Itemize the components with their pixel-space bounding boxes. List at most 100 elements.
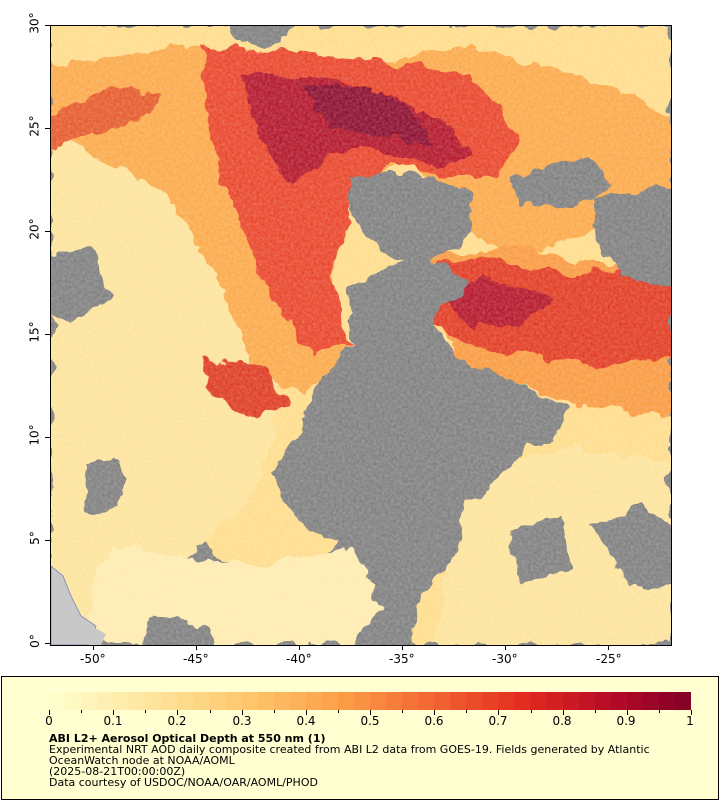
colorbar-tick: [145, 710, 147, 713]
caption-date: (2025-08-21T00:00:00Z): [49, 765, 186, 778]
x-tick-label: -30°: [492, 652, 518, 666]
land-coast-fragment: [89, 626, 106, 645]
colorbar-tick: [337, 710, 339, 713]
texture-overlay: [51, 26, 671, 645]
colorbar-swatch: [546, 692, 563, 710]
colorbar-swatch: [65, 692, 82, 710]
aod-field: [51, 26, 671, 645]
colorbar-tick: [562, 710, 564, 715]
colorbar-swatch: [562, 692, 579, 710]
colorbar-swatch: [530, 692, 547, 710]
colorbar-swatch: [642, 692, 659, 710]
x-tick-label: -40°: [286, 652, 312, 666]
colorbar-swatch: [177, 692, 194, 710]
colorbar-swatch: [257, 692, 274, 710]
colorbar-swatch: [466, 692, 483, 710]
colorbar-swatch: [626, 692, 643, 710]
colorbar-tick: [81, 710, 83, 713]
x-tick: [196, 645, 197, 650]
colorbar-swatch: [97, 692, 114, 710]
colorbar-tick: [466, 710, 468, 713]
colorbar-tick: [241, 710, 243, 715]
colorbar-tick: [209, 710, 211, 713]
colorbar-swatch: [385, 692, 403, 710]
y-tick-label: 10°: [27, 424, 42, 446]
colorbar-swatch: [273, 692, 290, 710]
colorbar-swatch: [353, 692, 370, 710]
caption-line: OceanWatch node at NOAA/AOML: [49, 754, 235, 767]
y-tick-label: 5°: [27, 531, 42, 545]
colorbar-label: 0.9: [616, 714, 636, 728]
legend-panel: 0 0.1 0.2 0.3 0.4 0.5 0.6 0.7 0.8 0.9 1 …: [1, 676, 719, 800]
colorbar-swatch: [225, 692, 242, 710]
y-tick: [45, 231, 50, 232]
colorbar-swatch: [578, 692, 595, 710]
colorbar-tick: [370, 710, 371, 715]
colorbar-label: 0.7: [488, 714, 508, 728]
colorbar-tick: [498, 710, 500, 715]
x-tick-label: -45°: [183, 652, 209, 666]
caption-credit: Data courtesy of USDOC/NOAA/OAR/AOML/PHO…: [49, 776, 318, 789]
y-tick-label: 30°: [27, 12, 42, 34]
y-tick-label: 0°: [27, 634, 42, 648]
y-tick: [45, 540, 50, 541]
x-tick: [505, 645, 506, 650]
caption-line: Experimental NRT AOD daily composite cre…: [49, 743, 650, 756]
x-tick-label: -25°: [596, 652, 622, 666]
colorbar-swatch: [289, 692, 306, 710]
colorbar-tick: [402, 710, 404, 713]
colorbar-label: 0.3: [232, 714, 252, 728]
colorbar-swatch: [434, 692, 451, 710]
aod-map: [50, 25, 672, 646]
colorbar-swatch: [305, 692, 322, 710]
colorbar-label: 0.5: [360, 714, 380, 728]
colorbar-swatch: [113, 692, 130, 710]
y-tick: [45, 643, 50, 644]
x-tick: [93, 645, 94, 650]
x-tick-label: -35°: [389, 652, 415, 666]
colorbar-swatch: [418, 692, 435, 710]
colorbar-swatch: [514, 692, 531, 710]
colorbar-tick: [305, 710, 307, 715]
x-tick-label: -50°: [80, 652, 106, 666]
y-tick: [45, 334, 50, 335]
colorbar-tick: [530, 710, 532, 713]
y-tick-label: 15°: [27, 321, 42, 343]
colorbar-swatch: [337, 692, 354, 710]
colorbar-label: 0.8: [552, 714, 572, 728]
colorbar-tick: [594, 710, 596, 713]
colorbar-swatch: [81, 692, 98, 710]
x-tick: [402, 645, 403, 650]
x-tick: [608, 645, 609, 650]
land-south-america: [51, 565, 97, 645]
colorbar-swatch: [161, 692, 178, 710]
colorbar-swatch: [402, 692, 419, 710]
colorbar-swatch: [594, 692, 611, 710]
colorbar: [49, 692, 691, 710]
colorbar-swatch: [129, 692, 146, 710]
y-tick: [45, 25, 50, 26]
colorbar-label: 0.6: [424, 714, 444, 728]
colorbar-tick: [626, 710, 628, 715]
colorbar-swatch: [49, 692, 66, 710]
colorbar-swatch: [321, 692, 338, 710]
colorbar-tick: [434, 710, 436, 715]
colorbar-tick: [113, 710, 115, 715]
colorbar-swatch: [610, 692, 627, 710]
colorbar-label: 0.2: [167, 714, 187, 728]
colorbar-tick: [49, 710, 50, 715]
caption: ABI L2+ Aerosol Optical Depth at 550 nm …: [49, 733, 709, 788]
y-tick: [45, 437, 50, 438]
colorbar-tick: [691, 710, 692, 715]
y-tick-label: 20°: [27, 218, 42, 240]
y-tick-label: 25°: [27, 115, 42, 137]
colorbar-swatch: [674, 692, 691, 710]
colorbar-label: 0.1: [103, 714, 123, 728]
x-tick: [299, 645, 300, 650]
colorbar-label: 1: [686, 714, 694, 728]
colorbar-swatch: [145, 692, 162, 710]
colorbar-swatch: [482, 692, 499, 710]
colorbar-label: 0.4: [296, 714, 316, 728]
colorbar-tick: [177, 710, 179, 715]
colorbar-swatch: [193, 692, 210, 710]
